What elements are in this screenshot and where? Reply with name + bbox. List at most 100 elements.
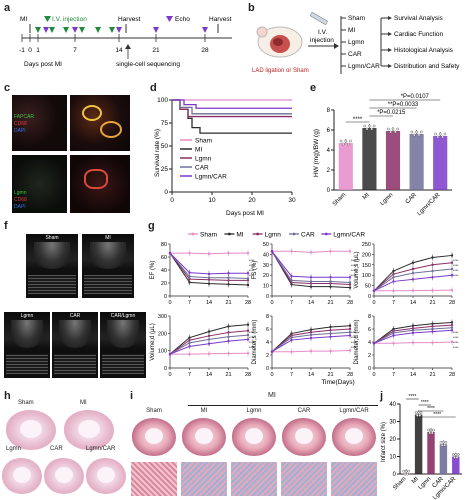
g-point <box>329 349 332 353</box>
infarct-dot <box>430 431 434 435</box>
heart-section <box>44 458 84 494</box>
histo-i-label: CAR <box>297 408 311 414</box>
g-legend-marker <box>191 232 195 236</box>
g-point <box>329 280 332 283</box>
hwbw-dot <box>339 139 343 143</box>
survival-y-tick-label: 25 <box>161 166 169 173</box>
histo-i-label: Lgmn/CAR <box>339 408 369 414</box>
g-y-tick-label: 80 <box>161 242 167 248</box>
g-x-tick-label: 14 <box>206 372 212 378</box>
infarct-dot <box>418 414 422 417</box>
g-point <box>392 280 395 283</box>
iv-marker <box>95 27 101 33</box>
infarct-y-tick-label: 0 <box>393 472 397 478</box>
masson-zoom-image <box>231 462 277 496</box>
g-ylabel: Volume;s (μL) <box>354 251 360 288</box>
g-legend-label: Lgmn/CAR <box>333 232 365 239</box>
hwbw-dot <box>342 142 345 146</box>
g-sig-mark: **** <box>249 274 255 278</box>
infarct-y-tick-label: 20 <box>389 437 396 443</box>
survival-y-tick-label: 50 <box>161 143 169 150</box>
g-point <box>411 267 415 271</box>
survival-legend-label: Lgmn/CAR <box>195 174 227 181</box>
panel-label-f: f <box>4 220 8 232</box>
g-legend-label: Sham <box>200 232 217 239</box>
infarct-sig-label: **** <box>427 406 435 412</box>
g-y-tick-label: 8 <box>266 314 269 320</box>
g-y-tick-label: 8 <box>368 314 371 320</box>
g-point <box>227 251 230 255</box>
histo-i-group-line <box>188 405 378 406</box>
g-point <box>246 277 250 280</box>
hwbw-dot <box>441 135 444 139</box>
masson-zoom-image <box>131 462 177 496</box>
g-legend-label: CAR <box>301 232 315 239</box>
group-label: Lgmn/CAR <box>348 63 380 70</box>
timeline-days-label: Days post MI <box>24 61 62 68</box>
hwbw-dot <box>410 130 414 134</box>
g-y-tick-label: 100 <box>362 273 371 279</box>
g-sig-mark: **** <box>249 341 255 345</box>
g-sig-mark: **** <box>453 264 459 268</box>
g-sig-mark: **** <box>351 341 357 345</box>
g-x-tick-label: 28 <box>449 300 455 306</box>
g-point <box>188 341 191 345</box>
infarct-x-tick-label: Sham <box>392 476 407 491</box>
g-ylabel: Diameter;d (mm) <box>354 319 360 364</box>
g-point <box>348 327 352 331</box>
survival-legend-label: MI <box>195 147 202 154</box>
panel-label-e: e <box>310 82 317 94</box>
mouse-illustration <box>256 26 303 58</box>
panel-label-c: c <box>4 82 11 94</box>
infarct-dot <box>453 456 456 459</box>
g-point <box>290 350 293 353</box>
g-x-tick-label: 7 <box>290 300 293 306</box>
outcome-label: Survival Analysis <box>394 15 444 22</box>
hwbw-y-tick-label: 6 <box>327 128 331 134</box>
infarct-bar <box>439 444 448 474</box>
survival-x-tick-label: 30 <box>288 197 296 204</box>
iv-marker <box>63 27 69 33</box>
g-point <box>348 331 352 334</box>
g-x-tick-label: 14 <box>410 300 416 306</box>
g-sig-mark: **** <box>249 264 255 268</box>
masson-heart-section <box>332 418 376 456</box>
hwbw-y-tick-label: 2 <box>327 168 331 174</box>
g-sig-mark: **** <box>351 259 357 263</box>
g-point <box>392 272 395 276</box>
survival-line-lgmn-car <box>172 99 292 109</box>
g-y-tick-label: 4 <box>368 340 371 346</box>
echo-marker <box>72 27 78 33</box>
g-point <box>450 254 454 257</box>
iv-marker <box>109 27 115 33</box>
g-sig-mark: **** <box>453 346 459 350</box>
timeline-tick-label: 0 <box>28 47 32 54</box>
g-point <box>246 338 250 341</box>
masson-zoom-image <box>181 462 227 496</box>
g-point <box>431 269 434 273</box>
g-point <box>227 335 230 338</box>
timeline-tick-label: 21 <box>152 47 160 54</box>
g-point <box>411 341 415 344</box>
g-legend-marker <box>256 232 259 236</box>
if-image-top-left <box>12 95 67 151</box>
heart-section <box>64 410 114 450</box>
syringe-icon <box>309 11 329 26</box>
g-point <box>450 274 454 277</box>
g-point <box>348 286 352 289</box>
g-point <box>207 342 211 345</box>
group-label: Lgmn <box>348 39 365 46</box>
g-point <box>188 345 191 348</box>
infarct-dot <box>442 440 445 444</box>
g-y-tick-label: 0 <box>368 294 371 300</box>
g-sig-mark: **** <box>351 331 357 335</box>
survival-x-tick-label: 20 <box>248 197 256 204</box>
hwbw-x-tick-label: Sham <box>332 192 347 207</box>
g-sig-mark: **** <box>453 269 459 273</box>
g-y-tick-label: 300 <box>158 314 167 320</box>
survival-legend-label: CAR <box>195 165 209 172</box>
hwbw-y-tick-label: 8 <box>327 108 331 114</box>
workflow-figure: LAD ligation or Sham I.V. injection Sham… <box>252 11 460 74</box>
outcome-label: Histological Analysis <box>394 47 454 54</box>
